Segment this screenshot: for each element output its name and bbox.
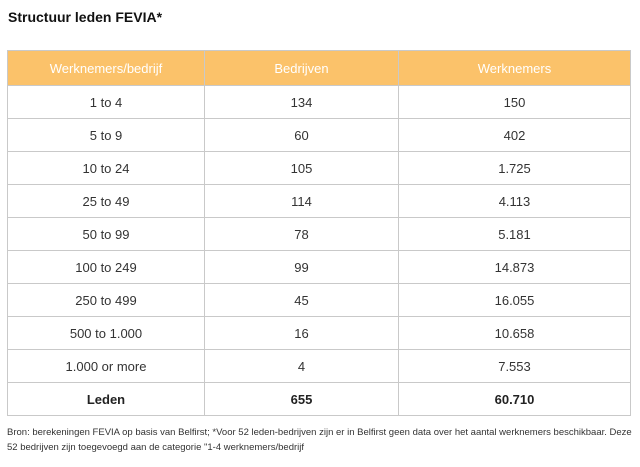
size-class-cell: 1.000 or more [7,349,205,383]
total-row: Leden 655 60.710 [7,382,631,416]
members-table: Werknemers/bedrijf Bedrijven Werknemers … [7,50,631,416]
companies-cell: 134 [204,85,399,119]
companies-cell: 99 [204,250,399,284]
employees-cell: 402 [398,118,631,152]
table-header-row: Werknemers/bedrijf Bedrijven Werknemers [7,50,631,86]
employees-cell: 16.055 [398,283,631,317]
table-row: 1.000 or more 4 7.553 [7,349,631,383]
companies-cell: 16 [204,316,399,350]
size-class-cell: 25 to 49 [7,184,205,218]
size-class-cell: 100 to 249 [7,250,205,284]
size-class-cell: 250 to 499 [7,283,205,317]
companies-cell: 45 [204,283,399,317]
employees-cell: 7.553 [398,349,631,383]
table-row: 50 to 99 78 5.181 [7,217,631,251]
total-employees-cell: 60.710 [398,382,631,416]
total-companies-cell: 655 [204,382,399,416]
table-row: 100 to 249 99 14.873 [7,250,631,284]
employees-cell: 10.658 [398,316,631,350]
size-class-cell: 5 to 9 [7,118,205,152]
size-class-cell: 500 to 1.000 [7,316,205,350]
table-row: 5 to 9 60 402 [7,118,631,152]
source-note: Bron: berekeningen FEVIA op basis van Be… [7,427,632,453]
employees-cell: 4.113 [398,184,631,218]
companies-cell: 78 [204,217,399,251]
companies-cell: 114 [204,184,399,218]
column-header-employees-per-company: Werknemers/bedrijf [7,50,205,86]
companies-cell: 4 [204,349,399,383]
employees-cell: 150 [398,85,631,119]
companies-cell: 105 [204,151,399,185]
page-title: Structuur leden FEVIA* [8,9,163,25]
size-class-cell: 10 to 24 [7,151,205,185]
companies-cell: 60 [204,118,399,152]
table-row: 25 to 49 114 4.113 [7,184,631,218]
table-row: 500 to 1.000 16 10.658 [7,316,631,350]
employees-cell: 1.725 [398,151,631,185]
column-header-companies: Bedrijven [204,50,399,86]
size-class-cell: 1 to 4 [7,85,205,119]
table-row: 10 to 24 105 1.725 [7,151,631,185]
table-row: 250 to 499 45 16.055 [7,283,631,317]
size-class-cell: 50 to 99 [7,217,205,251]
employees-cell: 14.873 [398,250,631,284]
table-row: 1 to 4 134 150 [7,85,631,119]
employees-cell: 5.181 [398,217,631,251]
column-header-employees: Werknemers [398,50,631,86]
total-label-cell: Leden [7,382,205,416]
